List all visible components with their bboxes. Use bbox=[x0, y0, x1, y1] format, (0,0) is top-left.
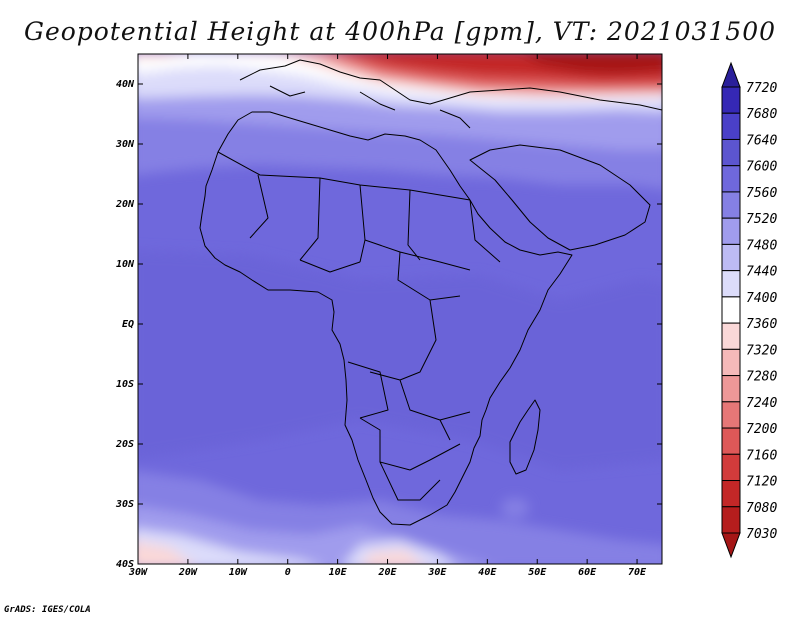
x-tick-label: 50E bbox=[528, 567, 547, 578]
colorbar-cap-top bbox=[721, 61, 741, 88]
colorbar-swatch bbox=[721, 86, 741, 114]
coastlines bbox=[199, 59, 662, 526]
colorbar-label: 7520 bbox=[746, 212, 777, 227]
x-tick-label: 40E bbox=[478, 567, 497, 578]
madagascar-coastline bbox=[509, 399, 541, 475]
y-tick-label: 40S bbox=[116, 559, 134, 570]
x-tick-label: 30E bbox=[427, 567, 447, 578]
colorbar-label: 7080 bbox=[746, 501, 777, 516]
x-tick-label: 60E bbox=[578, 567, 597, 578]
x-tick-label: 20E bbox=[377, 567, 397, 578]
colorbar-label: 7560 bbox=[746, 186, 777, 201]
colorbar-label: 7030 bbox=[746, 527, 777, 542]
x-tick-label: 10E bbox=[329, 567, 348, 578]
colorbar-label: 7440 bbox=[746, 265, 777, 280]
x-tick-label: 70E bbox=[628, 567, 647, 578]
y-axis: 40N 30N 20N 10N EQ 10S 20S 30S 40S bbox=[115, 79, 662, 570]
x-tick-label: 20W bbox=[178, 567, 198, 578]
y-tick-label: 20N bbox=[115, 199, 135, 210]
colorbar-swatch bbox=[721, 506, 741, 534]
colorbar-label: 7120 bbox=[746, 475, 777, 490]
x-axis: 30W 20W 10W 0 10E 20E 30E 40E 50E 60E 70E bbox=[128, 54, 647, 578]
colorbar-label: 7400 bbox=[746, 291, 777, 306]
x-tick-label: 30W bbox=[128, 567, 148, 578]
colorbar-swatch bbox=[721, 270, 741, 298]
africa-coastline bbox=[199, 111, 573, 526]
band-south-7400 bbox=[138, 529, 312, 564]
colorbar-swatch bbox=[721, 138, 741, 167]
colorbar-label: 7280 bbox=[746, 370, 777, 385]
colorbar-swatch bbox=[721, 112, 741, 140]
colorbar-label: 7200 bbox=[746, 422, 777, 437]
y-tick-label: EQ bbox=[122, 319, 134, 330]
country-borders bbox=[217, 151, 501, 501]
high-tropical-7560 bbox=[138, 250, 662, 470]
colorbar-swatch bbox=[721, 322, 741, 350]
y-tick-label: 10N bbox=[116, 259, 135, 270]
y-tick-label: 30N bbox=[115, 139, 135, 150]
band-7030 bbox=[525, 54, 662, 74]
colorbar-swatch bbox=[721, 453, 741, 482]
colorbar-swatch bbox=[721, 191, 741, 219]
geopotential-height-field bbox=[138, 54, 662, 564]
grads-credit: GrADS: IGES/COLA bbox=[4, 605, 91, 615]
colorbar-label: 7600 bbox=[746, 160, 777, 175]
colorbar-label: 7480 bbox=[746, 238, 777, 253]
map-frame bbox=[137, 53, 663, 565]
colorbar-swatch bbox=[721, 427, 741, 455]
colorbar-swatch bbox=[721, 401, 741, 429]
colorbar-cap-bottom bbox=[721, 532, 741, 559]
colorbar-label: 7720 bbox=[746, 81, 777, 96]
x-tick-label: 0 bbox=[285, 567, 291, 578]
colorbar-label: 7680 bbox=[746, 107, 777, 122]
map-title: Geopotential Height at 400hPa [gpm], VT:… bbox=[24, 17, 776, 46]
colorbar-label: 7160 bbox=[746, 448, 777, 463]
colorbar-swatch bbox=[721, 348, 741, 377]
y-tick-label: 20S bbox=[115, 439, 134, 450]
colorbar-label: 7240 bbox=[746, 396, 777, 411]
band-south-7320b bbox=[363, 550, 423, 564]
band-south-7320 bbox=[138, 541, 192, 564]
arabia-coastline bbox=[469, 144, 651, 251]
y-tick-label: 40N bbox=[116, 79, 135, 90]
colorbar: 7720 7680 7640 7600 7560 7520 7480 7440 7400 7360… bbox=[721, 61, 777, 559]
colorbar-swatch bbox=[721, 217, 741, 245]
colorbar-label: 7320 bbox=[746, 343, 777, 358]
x-tick-label: 10W bbox=[229, 567, 248, 578]
colorbar-swatch bbox=[721, 296, 741, 324]
colorbar-swatch bbox=[721, 375, 741, 403]
y-tick-label: 30S bbox=[115, 499, 134, 510]
y-tick-label: 10S bbox=[116, 379, 134, 390]
europe-coastline bbox=[239, 59, 662, 129]
colorbar-swatch bbox=[721, 480, 741, 508]
colorbar-label: 7360 bbox=[746, 317, 777, 332]
colorbar-swatch bbox=[721, 243, 741, 272]
low-south-7520 bbox=[501, 498, 529, 518]
colorbar-label: 7640 bbox=[746, 133, 777, 148]
colorbar-swatch bbox=[721, 165, 741, 193]
